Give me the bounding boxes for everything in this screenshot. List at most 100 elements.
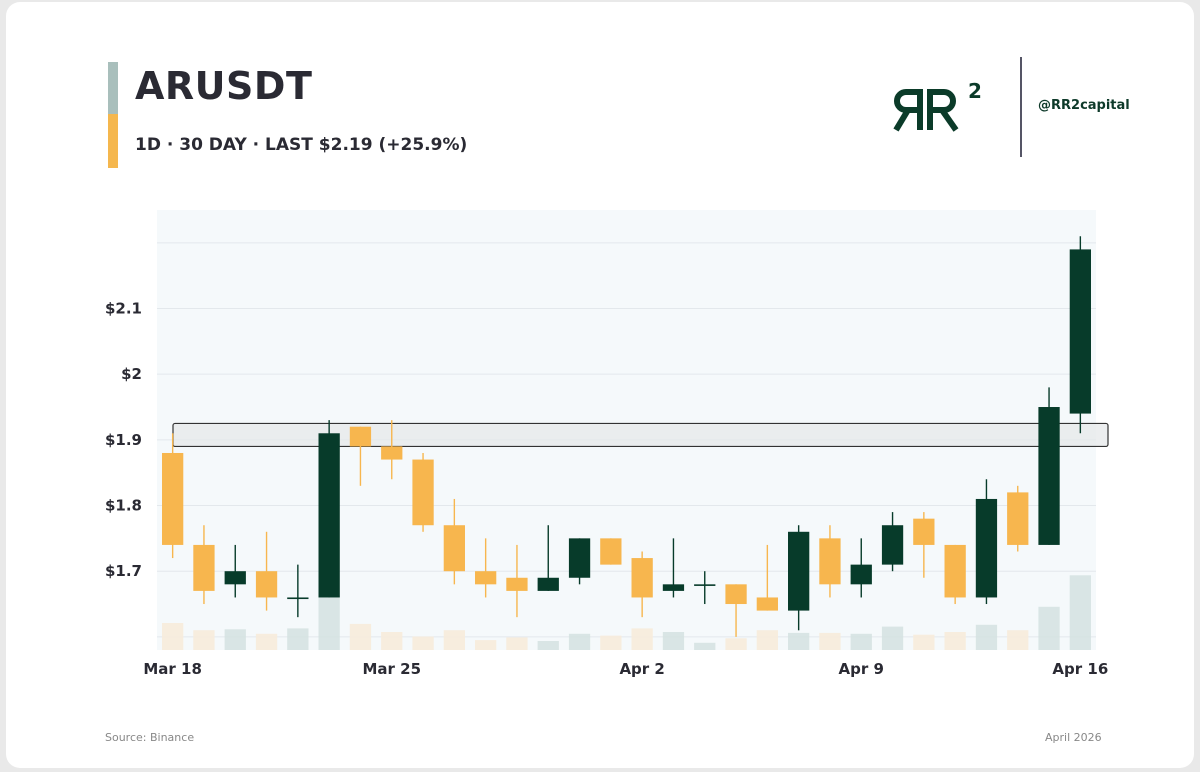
x-tick-label: Mar 18 <box>143 660 202 678</box>
x-tick-label: Mar 25 <box>362 660 421 678</box>
page-title: ARUSDT <box>135 64 313 108</box>
candle-body <box>850 564 872 585</box>
subtitle-accent-bar <box>108 114 118 168</box>
candle <box>443 498 465 585</box>
volume-bar <box>662 632 685 650</box>
date-note: April 2026 <box>1045 731 1102 744</box>
volume-bar <box>975 624 998 650</box>
volume-bar <box>255 633 278 650</box>
candle-body <box>287 597 309 600</box>
candle <box>318 420 340 598</box>
candle-body <box>881 525 904 565</box>
candle-body <box>443 525 465 572</box>
y-tick-label: $2.1 <box>105 300 142 318</box>
volume-bar <box>694 642 716 650</box>
candle <box>756 544 778 611</box>
candle-body <box>756 597 778 611</box>
volume-bars <box>162 575 1091 650</box>
candle <box>224 544 246 598</box>
candle <box>193 525 215 605</box>
volume-bar <box>913 634 935 650</box>
candle-body <box>193 544 215 591</box>
volume-bar <box>506 637 528 650</box>
candle <box>349 426 372 486</box>
source-note: Source: Binance <box>105 731 195 744</box>
candle-body <box>725 584 747 605</box>
candle-body <box>224 571 246 585</box>
candle <box>1069 236 1091 434</box>
volume-bar <box>788 632 810 650</box>
volume-bar <box>193 630 215 650</box>
candle <box>1038 387 1060 545</box>
volume-bar <box>349 623 372 650</box>
candle <box>412 452 434 532</box>
volume-bar <box>475 640 497 650</box>
y-tick-label: $1.7 <box>105 562 142 580</box>
candle <box>568 538 591 585</box>
candle <box>162 433 184 559</box>
candle-body <box>568 538 591 578</box>
candle <box>819 525 841 598</box>
candle-body <box>162 452 184 545</box>
candle-body <box>975 498 998 598</box>
candle-body <box>600 538 622 565</box>
candle <box>662 538 685 598</box>
volume-bar <box>850 633 872 650</box>
candle-body <box>506 577 528 591</box>
volume-bar <box>725 638 747 650</box>
candle <box>255 531 278 611</box>
candle <box>975 479 998 605</box>
candle <box>287 564 309 618</box>
volume-bar <box>381 632 403 650</box>
logo-divider <box>1020 57 1022 157</box>
x-tick-label: Apr 2 <box>619 660 664 678</box>
volume-bar <box>944 632 966 650</box>
x-axis-ticks: Mar 18 Mar 25 Apr 2 Apr 9 Apr 16 <box>143 660 1108 678</box>
volume-bar <box>756 630 778 650</box>
resistance-zone <box>172 422 1109 448</box>
candle-body <box>318 433 340 598</box>
candle <box>506 544 528 618</box>
candle-body <box>819 538 841 585</box>
y-tick-label: $1.8 <box>105 497 142 515</box>
y-tick-label: $2 <box>121 365 142 383</box>
volume-bar <box>568 633 591 650</box>
candle <box>944 544 966 605</box>
candle-body <box>537 577 559 591</box>
candle-body <box>944 544 966 598</box>
candle <box>881 512 904 572</box>
candle-body <box>1069 249 1091 414</box>
candle <box>631 551 653 618</box>
candle <box>850 538 872 598</box>
page-subtitle: 1D · 30 DAY · LAST $2.19 (+25.9%) <box>135 135 468 155</box>
volume-bar <box>287 628 309 650</box>
candle <box>725 584 747 637</box>
candle-body <box>255 571 278 598</box>
resistance-zone-group <box>172 422 1109 448</box>
svg-text:2: 2 <box>968 79 982 103</box>
volume-bar <box>600 635 622 650</box>
candle <box>913 512 935 578</box>
x-tick-label: Apr 16 <box>1052 660 1108 678</box>
candle <box>694 571 716 605</box>
candle-body <box>1038 407 1060 545</box>
volume-bar <box>443 630 465 650</box>
y-tick-label: $1.9 <box>105 431 142 449</box>
candle-body <box>694 584 716 586</box>
candle <box>537 525 559 591</box>
candle-body <box>381 446 403 460</box>
candle-body <box>913 518 935 545</box>
volume-bar <box>162 623 184 650</box>
candle-body <box>662 584 685 591</box>
candle <box>788 525 810 631</box>
social-handle: @RR2capital <box>1038 98 1130 113</box>
candle <box>1007 485 1029 552</box>
volume-bar <box>1007 630 1029 650</box>
volume-bar <box>1038 606 1060 650</box>
volume-bar <box>224 629 246 650</box>
volume-bar <box>631 628 653 650</box>
volume-bar <box>881 626 904 650</box>
candle <box>600 538 622 565</box>
candles <box>162 236 1091 637</box>
